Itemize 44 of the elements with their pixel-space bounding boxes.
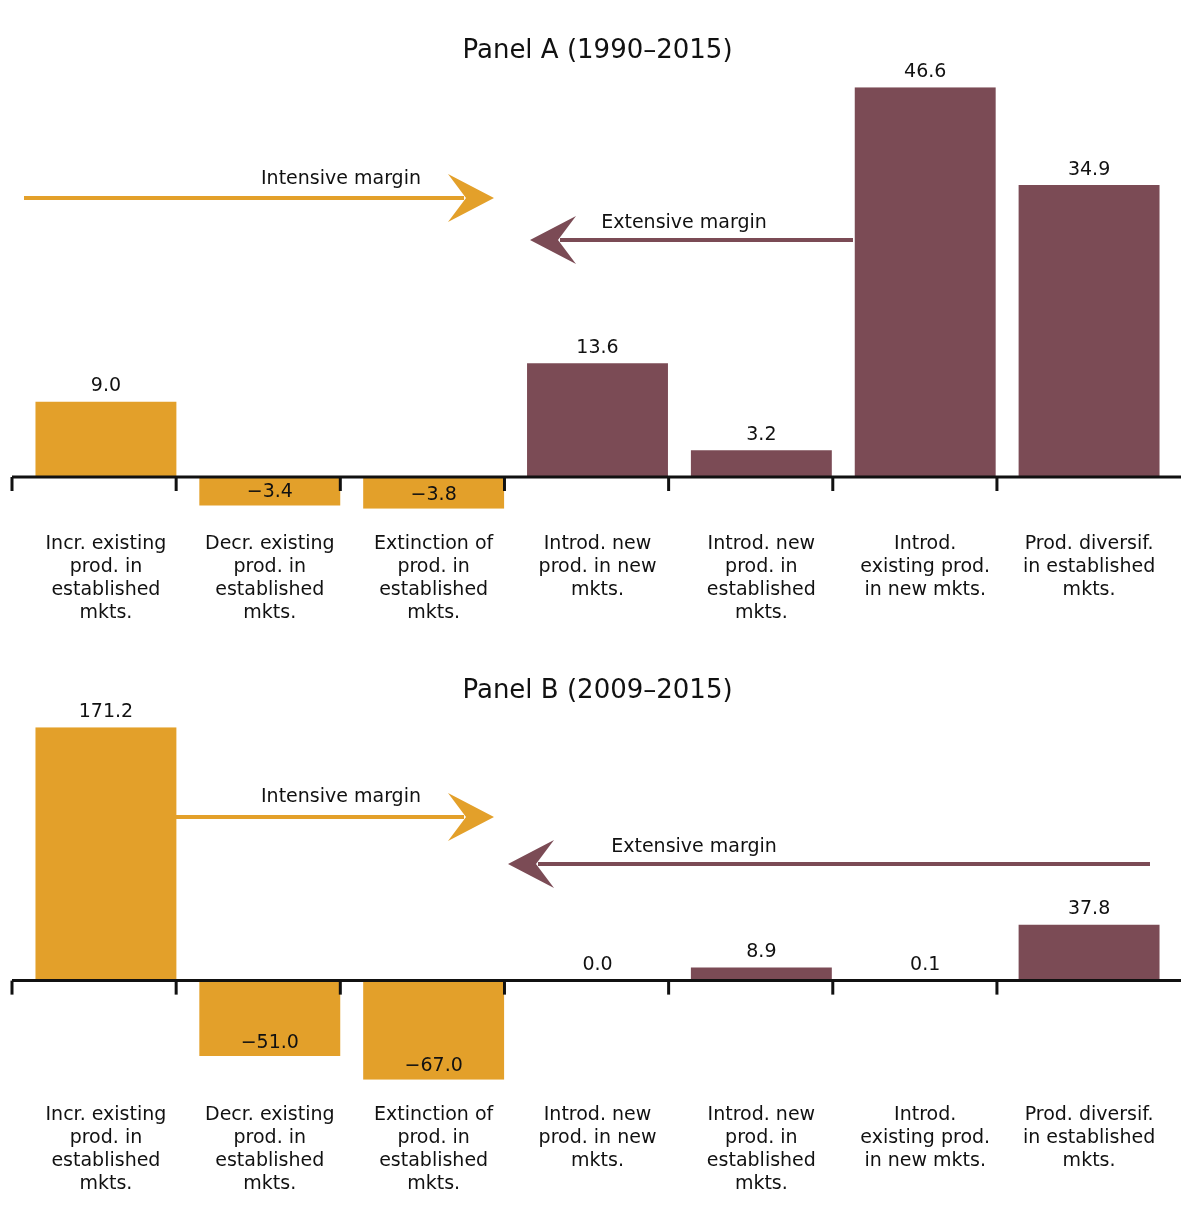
bar [35, 401, 177, 478]
bar [690, 967, 832, 981]
annotation: Extensive margin [611, 834, 777, 856]
bar [1018, 924, 1160, 981]
data-label: 37.8 [1067, 896, 1111, 919]
x-tick-label: Introd. existing prod. in new mkts. [860, 1102, 991, 1170]
bar [1018, 185, 1160, 478]
chart-title: Panel A (1990–2015) [462, 34, 733, 65]
data-label: 9.0 [90, 373, 122, 396]
bar [363, 980, 505, 1080]
x-tick-label: Incr. existing prod. in established mkts. [45, 531, 167, 622]
data-label: −3.8 [410, 482, 457, 505]
data-label: 3.2 [746, 421, 777, 444]
data-label: 0.0 [582, 952, 613, 975]
x-tick-label: Extinction of prod. in established mkts. [374, 1102, 495, 1193]
chart-title: Panel B (2009–2015) [462, 674, 733, 705]
x-tick-label: Prod. diversif. in established mkts. [1022, 531, 1156, 599]
bar [527, 363, 668, 478]
bar [35, 727, 177, 981]
x-tick-label: Prod. diversif. in established mkts. [1022, 1102, 1156, 1170]
annotation: Intensive margin [261, 166, 421, 188]
data-label: −67.0 [404, 1053, 463, 1076]
x-tick-label: Decr. existing prod. in established mkts. [205, 1102, 335, 1193]
x-tick-label: Introd. existing prod. in new mkts. [860, 531, 991, 599]
bar [854, 87, 996, 478]
x-tick-label: Incr. existing prod. in established mkts. [45, 1102, 167, 1193]
data-label: 8.9 [746, 938, 777, 961]
data-label: −3.4 [246, 478, 293, 501]
bar [690, 450, 832, 478]
x-tick-label: Introd. new prod. in established mkts. [706, 531, 816, 622]
x-tick-label: Introd. new prod. in new mkts. [538, 1102, 657, 1170]
annotation: Extensive margin [601, 210, 767, 232]
data-label: −51.0 [240, 1029, 299, 1052]
x-tick-label: Introd. new prod. in established mkts. [706, 1102, 816, 1193]
x-tick-label: Decr. existing prod. in established mkts. [205, 531, 335, 622]
data-label: 171.2 [78, 698, 134, 721]
bar [199, 980, 341, 1057]
data-label: 46.6 [904, 58, 947, 81]
x-tick-label: Introd. new prod. in new mkts. [538, 531, 657, 599]
data-label: 34.9 [1067, 156, 1111, 179]
x-tick-label: Extinction of prod. in established mkts. [374, 531, 495, 622]
data-label: 0.1 [910, 951, 941, 974]
annotation: Intensive margin [261, 784, 421, 806]
data-label: 13.6 [576, 334, 619, 357]
